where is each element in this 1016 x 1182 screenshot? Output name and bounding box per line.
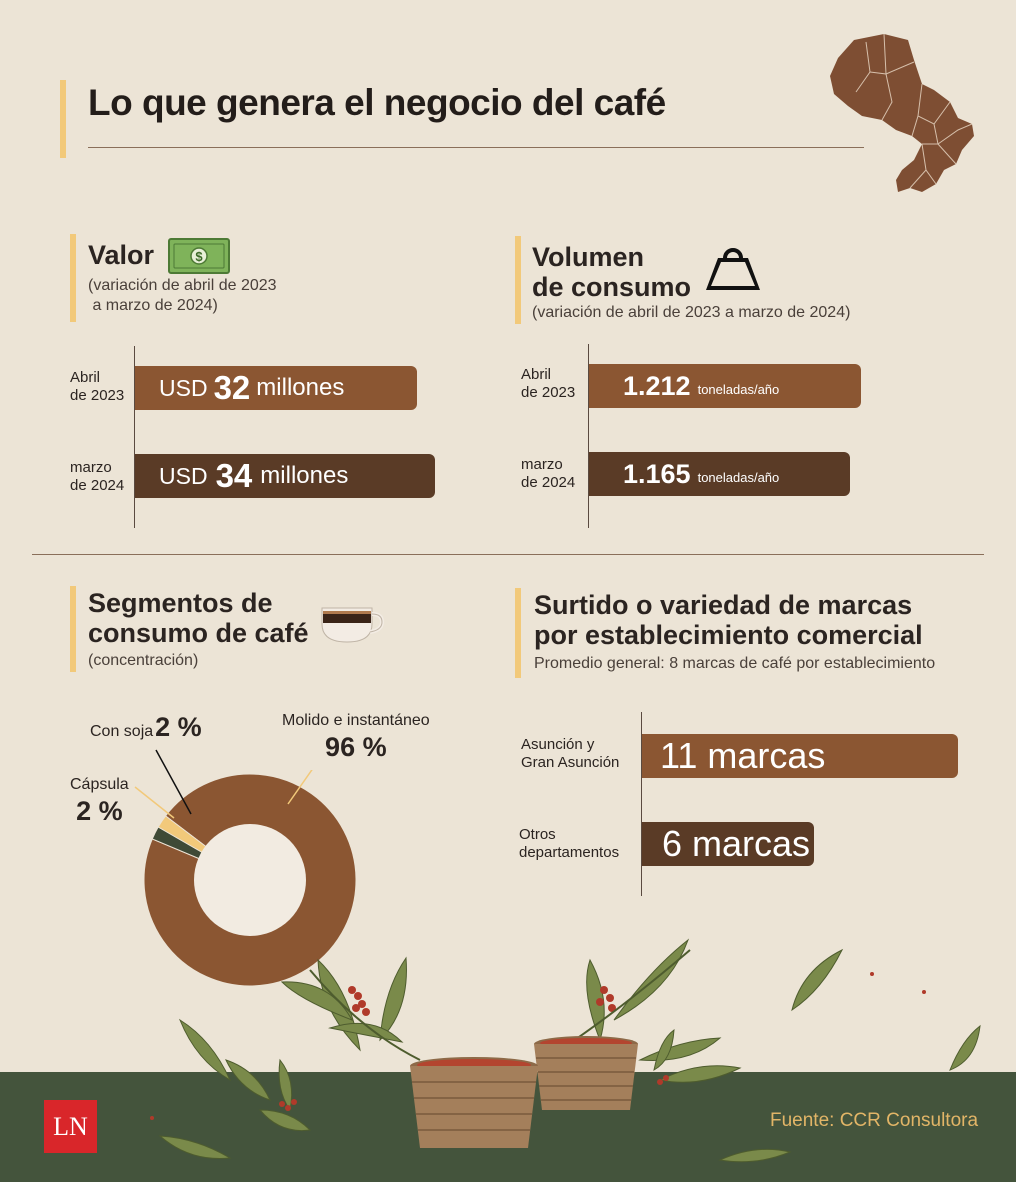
volumen-bar: 1.212 toneladas/año xyxy=(589,364,861,408)
money-bill-icon: $ xyxy=(168,238,230,274)
volumen-title: Volumen de consumo xyxy=(532,242,692,302)
surtido-accent-bar xyxy=(515,588,521,678)
bar-number: 32 xyxy=(213,369,251,406)
title-accent-bar xyxy=(60,80,66,158)
weight-icon xyxy=(706,248,760,290)
bar-number: 1.165 xyxy=(623,458,691,489)
capsula-leader-line xyxy=(134,786,175,819)
volumen-row-label: Abril de 2023 xyxy=(521,366,576,401)
svg-text:$: $ xyxy=(195,249,203,264)
basket-icon xyxy=(534,1036,638,1110)
surtido-bar: 6 marcas xyxy=(642,822,814,866)
valor-bar: USD 32 millones xyxy=(135,366,417,410)
volumen-row-label: marzo de 2024 xyxy=(521,456,576,491)
title-divider xyxy=(88,147,864,148)
bar-prefix: USD xyxy=(159,462,208,489)
segmentos-subtitle: (concentración) xyxy=(88,652,199,669)
valor-bar: USD 34 millones xyxy=(135,454,435,498)
donut-chart xyxy=(143,770,357,987)
valor-subtitle-2: a marzo de 2024) xyxy=(88,297,218,314)
source-credit: Fuente: CCR Consultora xyxy=(770,1110,979,1131)
surtido-row-label: Otros departamentos xyxy=(519,826,620,861)
volumen-accent-bar xyxy=(515,236,521,324)
surtido-title: Surtido o variedad de marcas por estable… xyxy=(534,590,923,650)
section-divider xyxy=(32,554,984,555)
valor-row-label: marzo de 2024 xyxy=(70,459,125,494)
surtido-bar: 11 marcas xyxy=(642,734,958,778)
volumen-bar: 1.165 toneladas/año xyxy=(589,452,850,496)
soja-leader-line xyxy=(155,749,192,815)
bar-suffix: millones xyxy=(260,462,349,489)
soja-label: Con soja2 % xyxy=(90,712,202,742)
bar-text: 6 marcas xyxy=(662,823,811,864)
capsula-label: Cápsula 2 % xyxy=(70,776,129,826)
segmentos-accent-bar xyxy=(70,586,76,672)
molido-label: Molido e instantáneo 96 % xyxy=(282,712,430,762)
basket-icon xyxy=(410,1057,538,1148)
segmentos-title: Segmentos de consumo de café xyxy=(88,588,309,648)
coffee-plant-illustration xyxy=(150,938,981,1163)
bar-number: 34 xyxy=(215,457,253,494)
bar-number: 1.212 xyxy=(623,370,691,401)
valor-title: Valor xyxy=(88,240,155,270)
bar-suffix: millones xyxy=(256,374,345,401)
paraguay-map-icon xyxy=(830,33,974,192)
volumen-subtitle: (variación de abril de 2023 a marzo de 2… xyxy=(532,304,851,321)
valor-accent-bar xyxy=(70,234,76,322)
bar-unit: toneladas/año xyxy=(697,469,780,485)
page-title: Lo que genera el negocio del café xyxy=(88,82,666,123)
ln-logo: LN xyxy=(44,1100,97,1153)
valor-row-label: Abril de 2023 xyxy=(70,369,125,404)
bar-unit: toneladas/año xyxy=(697,381,780,397)
coffee-cup-icon xyxy=(321,607,384,643)
bar-text: 11 marcas xyxy=(660,735,826,776)
surtido-axis-line xyxy=(641,712,642,896)
surtido-subtitle: Promedio general: 8 marcas de café por e… xyxy=(534,655,936,672)
volumen-axis-line xyxy=(588,344,589,528)
valor-subtitle-1: (variación de abril de 2023 xyxy=(88,277,277,294)
bar-prefix: USD xyxy=(159,374,208,401)
valor-axis-line xyxy=(134,346,135,528)
surtido-row-label: Asunción y Gran Asunción xyxy=(521,736,620,771)
molido-leader-line xyxy=(287,770,313,805)
